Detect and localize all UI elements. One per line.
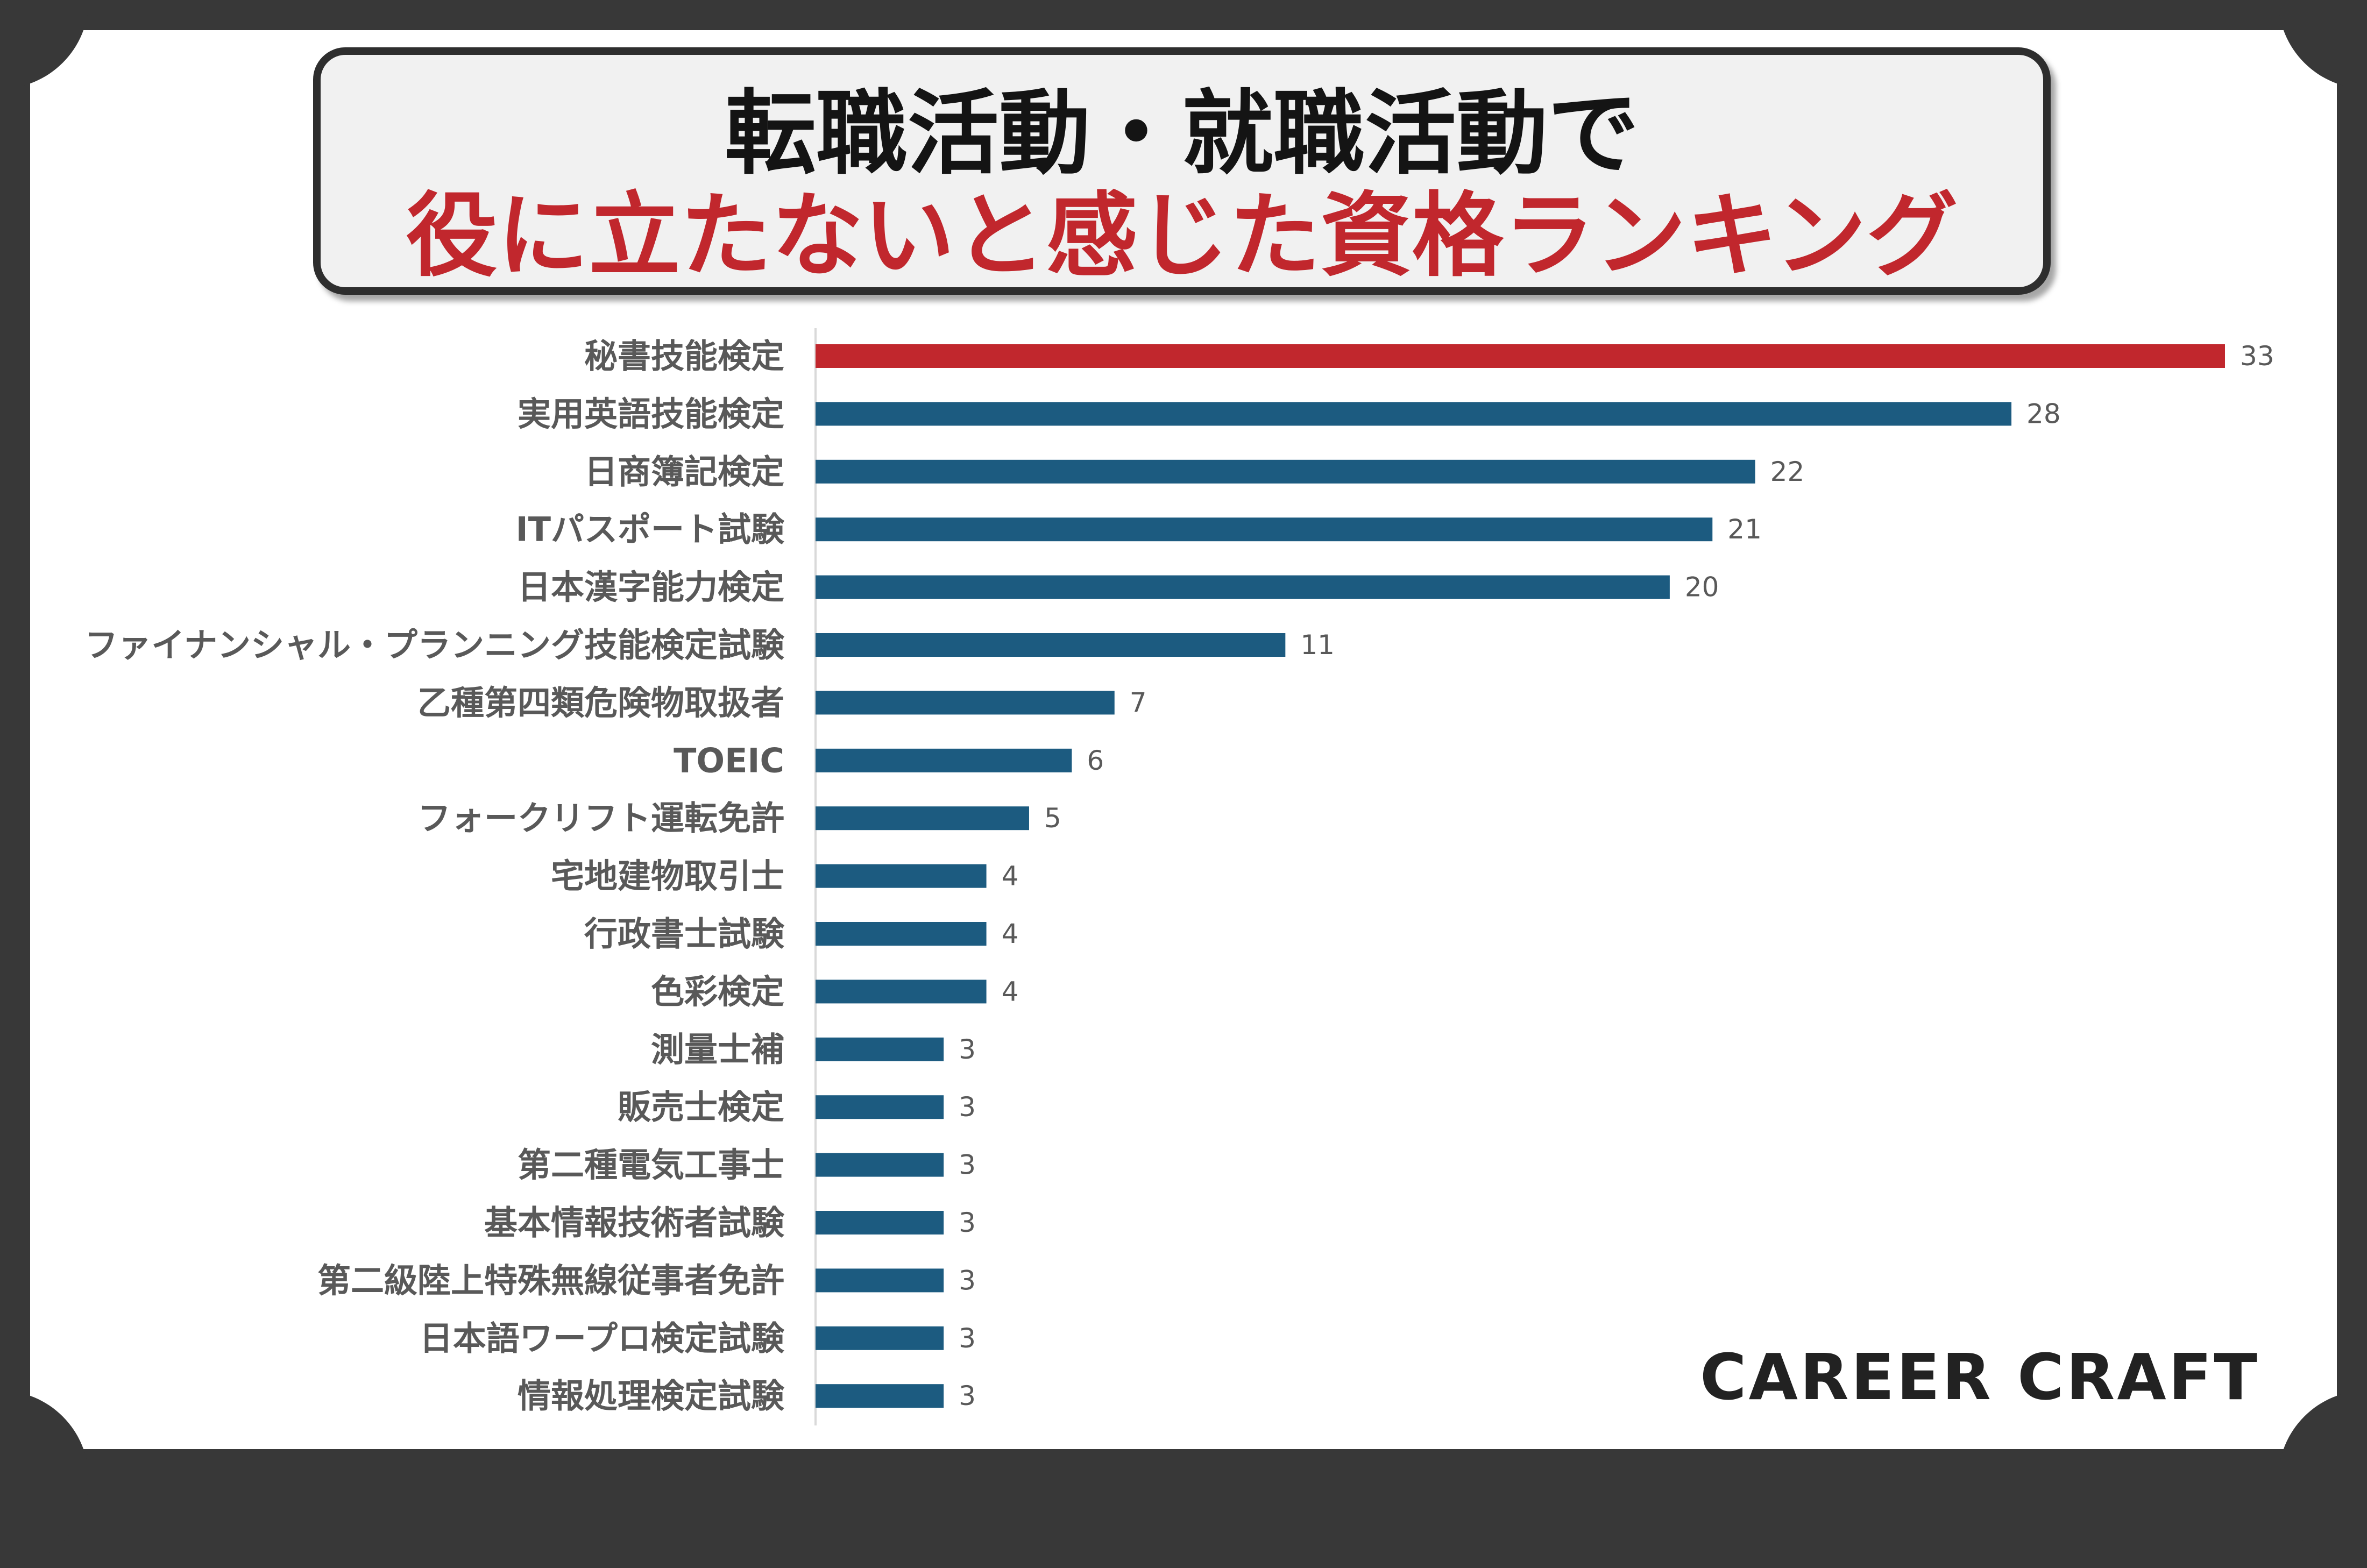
category-label: TOEIC xyxy=(674,741,784,780)
category-label: 日本漢字能力検定 xyxy=(518,567,784,607)
bar xyxy=(816,344,2225,368)
category-label: 色彩検定 xyxy=(651,972,784,1011)
value-label: 21 xyxy=(1727,514,1762,545)
category-label: 情報処理検定試験 xyxy=(518,1377,785,1416)
bar xyxy=(816,864,987,888)
bar xyxy=(816,402,2012,426)
category-label: 宅地建物取引士 xyxy=(551,856,784,896)
category-label: 秘書技能検定 xyxy=(584,337,784,376)
bar xyxy=(816,1095,944,1119)
category-label: 測量士補 xyxy=(651,1030,784,1069)
category-label: 行政書士試験 xyxy=(584,914,785,954)
value-label: 33 xyxy=(2240,340,2274,372)
value-label: 3 xyxy=(959,1380,976,1411)
title-box: 転職活動・就職活動で 役に立たないと感じた資格ランキング xyxy=(313,47,2051,295)
value-label: 3 xyxy=(959,1091,976,1123)
value-label: 11 xyxy=(1300,629,1335,661)
bar xyxy=(816,748,1072,772)
bar xyxy=(816,691,1115,715)
value-label: 5 xyxy=(1044,803,1061,834)
category-label: ITパスポート試験 xyxy=(516,510,785,549)
category-label: 第二級陸上特殊無線従事者免許 xyxy=(317,1261,784,1300)
career-craft-logo: CAREER CRAFT xyxy=(1700,1340,2259,1414)
bar xyxy=(816,806,1029,831)
value-label: 3 xyxy=(959,1265,976,1296)
bar xyxy=(816,1211,944,1234)
value-label: 4 xyxy=(1002,918,1019,949)
value-label: 7 xyxy=(1130,687,1147,718)
value-label: 3 xyxy=(959,1207,976,1238)
value-label: 4 xyxy=(1002,861,1019,892)
background-frame: 転職活動・就職活動で 役に立たないと感じた資格ランキング 秘書技能検定 33 実用英… xyxy=(30,30,2337,1449)
bar xyxy=(816,922,987,946)
value-label: 3 xyxy=(959,1323,976,1354)
value-label: 28 xyxy=(2026,398,2061,429)
bar xyxy=(816,1326,944,1350)
category-label: 販売士検定 xyxy=(618,1088,784,1127)
value-label: 4 xyxy=(1002,976,1019,1007)
value-label: 3 xyxy=(959,1034,976,1065)
chart-title-line1: 転職活動・就職活動で xyxy=(724,81,1639,187)
category-label: フォークリフト運転免許 xyxy=(417,799,784,838)
category-label: 日本語ワープロ検定試験 xyxy=(420,1318,785,1358)
bar xyxy=(816,1153,944,1177)
bar xyxy=(816,459,1755,484)
bar xyxy=(816,517,1713,542)
bar xyxy=(816,1384,944,1408)
value-label: 6 xyxy=(1087,745,1104,776)
category-label: 実用英語技能検定 xyxy=(518,394,784,434)
value-label: 22 xyxy=(1770,456,1805,487)
value-label: 3 xyxy=(959,1150,976,1181)
category-label: ファイナンシャル・プランニング技能検定試験 xyxy=(84,626,785,665)
category-label: 基本情報技術者試験 xyxy=(484,1203,785,1243)
chart-title-line2: 役に立たないと感じた資格ランキング xyxy=(406,183,1958,289)
category-label: 第二種電気工事士 xyxy=(518,1145,784,1184)
value-label: 20 xyxy=(1685,572,1719,603)
bar xyxy=(816,633,1286,657)
category-label: 日商簿記検定 xyxy=(584,452,784,491)
category-label: 乙種第四類危険物取扱者 xyxy=(417,683,784,722)
bar xyxy=(816,980,987,1004)
bar xyxy=(816,575,1670,599)
bar xyxy=(816,1037,944,1061)
bar xyxy=(816,1268,944,1293)
